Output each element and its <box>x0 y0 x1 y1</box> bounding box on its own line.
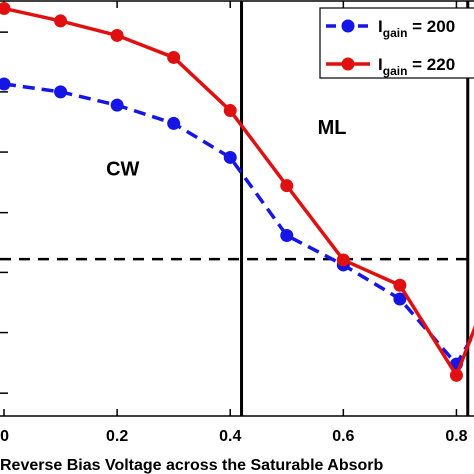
series-line-1 <box>3 6 474 378</box>
series-0-point-3 <box>167 116 181 130</box>
x-axis-label: Reverse Bias Voltage across the Saturabl… <box>0 457 383 474</box>
series-1-point-0 <box>0 1 11 15</box>
series-0-point-1 <box>54 85 68 99</box>
region-label-1: ML <box>318 117 347 139</box>
series-1-point-4 <box>223 104 237 118</box>
series-line-0 <box>3 82 474 366</box>
legend-marker-0 <box>341 19 355 33</box>
region-labels: CWMLUI <box>106 117 347 181</box>
series-0-point-5 <box>280 228 294 242</box>
legend-label-0: Igain = 200 <box>378 17 455 40</box>
legend-marker-1 <box>341 57 355 71</box>
region-label-0: CW <box>106 158 139 180</box>
series-0-point-4 <box>223 150 237 164</box>
series-layer <box>0 1 474 382</box>
x-tick-label-0: 0 <box>0 428 9 445</box>
x-tick-label-1: 0.2 <box>106 428 128 445</box>
series-0-point-2 <box>110 98 124 112</box>
legend-box <box>319 7 474 79</box>
series-1-point-2 <box>110 28 124 42</box>
x-tick-label-4: 0.8 <box>445 428 467 445</box>
legend: Igain = 200 Igain = 220 <box>319 7 474 79</box>
series-0-point-0 <box>0 77 11 91</box>
series-1-point-8 <box>449 368 463 382</box>
y-axis-ticks <box>0 31 8 394</box>
series-1-point-1 <box>54 14 68 28</box>
series-0-point-7 <box>393 292 407 306</box>
series-1-point-5 <box>280 179 294 193</box>
series-1-point-7 <box>393 278 407 292</box>
legend-label-1: Igain = 220 <box>378 55 455 78</box>
x-tick-label-3: 0.6 <box>332 428 354 445</box>
x-tick-label-2: 0.4 <box>219 428 241 445</box>
series-1-point-3 <box>167 50 181 64</box>
series-1-point-6 <box>336 253 350 267</box>
